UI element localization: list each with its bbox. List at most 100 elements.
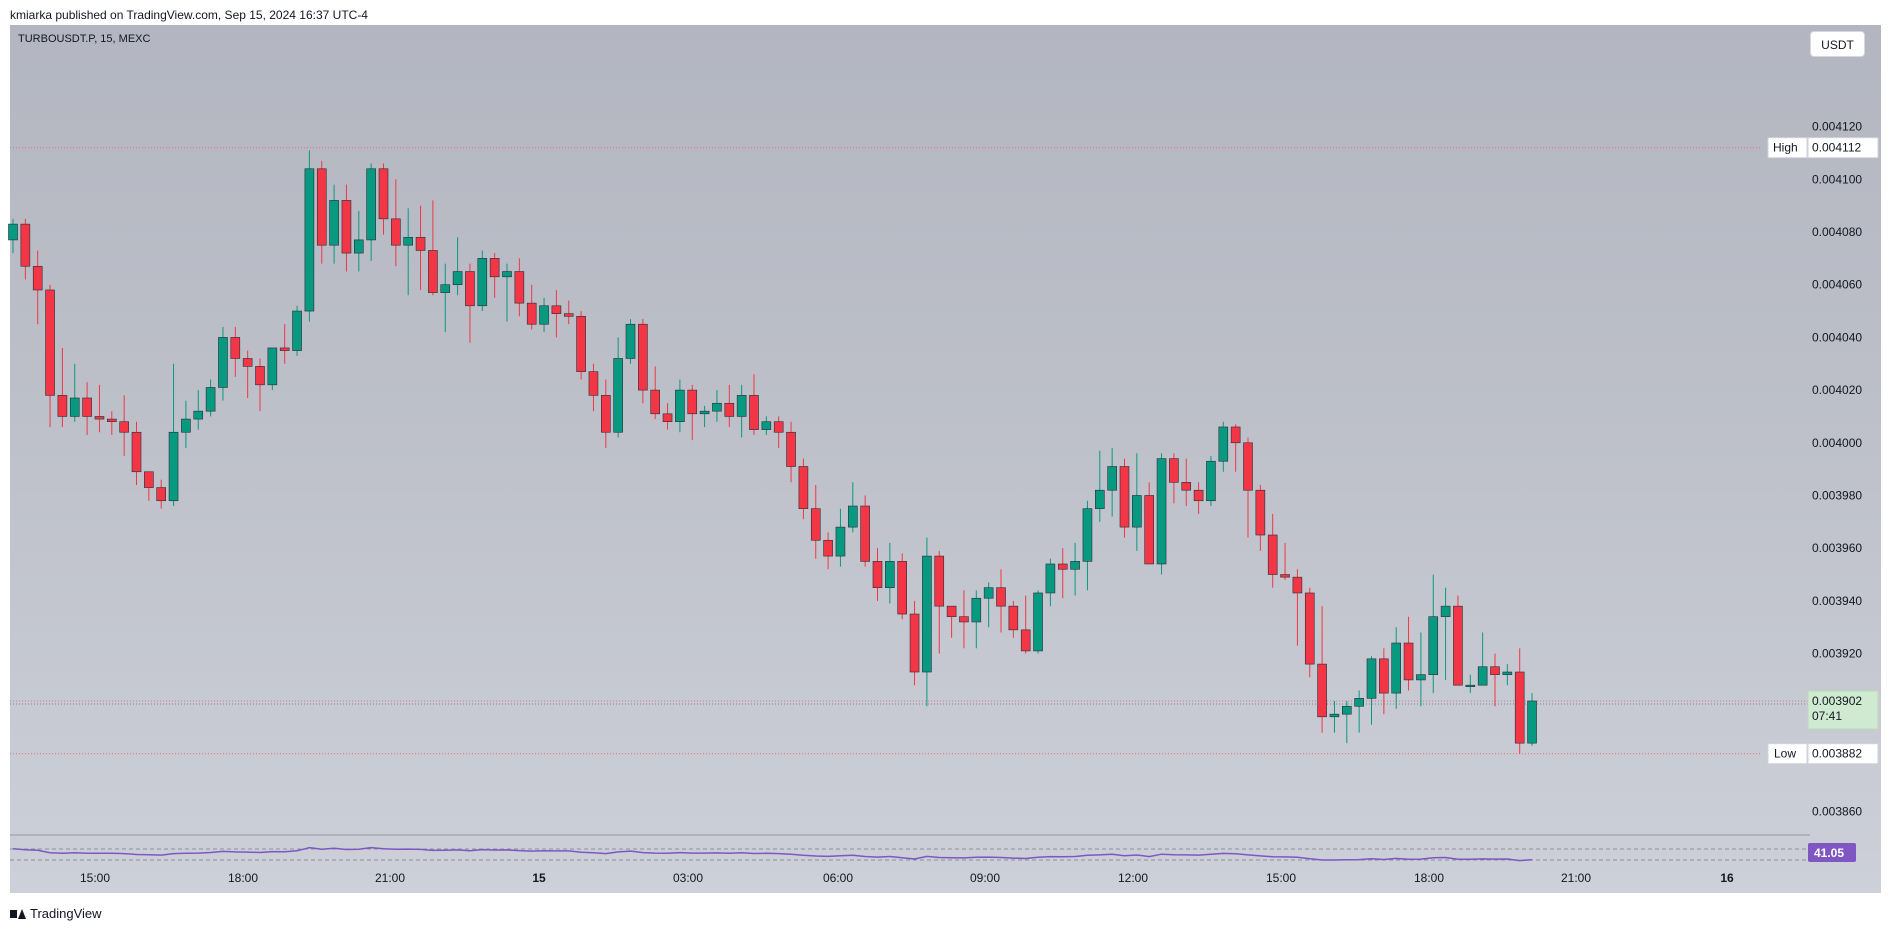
candle: [1440, 587, 1451, 680]
last-price-countdown: 07:41: [1812, 709, 1842, 723]
candle: [823, 532, 833, 570]
candle: [267, 347, 278, 391]
candle-body: [94, 416, 105, 420]
candle: [1008, 600, 1019, 638]
y-tick-label: 0.004080: [1812, 225, 1862, 239]
candle: [996, 569, 1006, 633]
candle: [193, 390, 204, 430]
candle: [205, 379, 216, 417]
candle: [230, 326, 241, 377]
candle: [1329, 700, 1340, 733]
candle-body: [1292, 576, 1303, 594]
low-label: Low: [1774, 747, 1796, 761]
candle: [699, 405, 710, 427]
candle-body: [181, 418, 191, 433]
y-tick-label: 0.003920: [1812, 647, 1862, 661]
candle: [156, 479, 166, 509]
candle: [1477, 632, 1488, 686]
y-tick-label: 0.004100: [1812, 172, 1862, 186]
candle-body: [1527, 700, 1537, 744]
y-tick-label: 0.003960: [1812, 541, 1862, 555]
candle-body: [687, 389, 698, 415]
candle-body: [477, 258, 488, 307]
candle: [1267, 513, 1278, 588]
candle-body: [1391, 642, 1401, 694]
candle-body: [996, 587, 1006, 607]
candle: [1453, 595, 1463, 686]
candle-body: [403, 236, 414, 246]
candle-body: [1329, 713, 1340, 718]
candle: [983, 582, 994, 628]
candle-body: [415, 236, 426, 251]
high-label: High: [1773, 141, 1798, 155]
candle: [1230, 424, 1241, 472]
symbol-label[interactable]: TURBOUSDT.P, 15, MEXC: [18, 33, 151, 45]
x-tick-label: 15:00: [80, 871, 110, 885]
candle: [465, 263, 475, 343]
candle: [638, 318, 648, 404]
candle: [1156, 453, 1167, 575]
candle-body: [316, 168, 327, 246]
candle-body: [847, 505, 858, 528]
candle: [1020, 595, 1031, 654]
candle-body: [1366, 658, 1377, 699]
candle: [613, 337, 623, 438]
candle: [1243, 437, 1253, 538]
candle: [1403, 616, 1414, 691]
candle-body: [761, 421, 772, 430]
candle-body: [1045, 563, 1056, 594]
low-label-box: [1767, 743, 1808, 765]
y-tick-label: 0.003980: [1812, 488, 1862, 502]
candle: [45, 284, 55, 427]
candle: [1342, 700, 1352, 744]
candle: [810, 484, 821, 559]
candle-body: [897, 561, 908, 615]
candle: [119, 395, 129, 456]
candle-body: [428, 250, 438, 293]
candle-body: [650, 389, 661, 415]
candle: [1379, 648, 1389, 715]
candle-body: [119, 421, 129, 433]
candle: [1193, 482, 1204, 514]
candle: [600, 379, 611, 449]
candle-body: [304, 168, 315, 312]
candle: [736, 384, 747, 438]
candle-body: [230, 337, 241, 359]
candle-body: [675, 389, 685, 423]
candle: [946, 605, 957, 638]
candle: [1082, 500, 1093, 591]
candle-body: [1020, 629, 1031, 652]
candle-body: [1095, 489, 1105, 509]
candle-body: [1057, 563, 1068, 570]
currency-button[interactable]: USDT: [1810, 31, 1865, 57]
candle: [8, 218, 18, 254]
rsi-line: [12, 846, 1533, 862]
candle: [353, 210, 364, 272]
y-tick-label: 0.004000: [1812, 436, 1862, 450]
candle-body: [749, 395, 759, 430]
tradingview-logo[interactable]: TradingView: [10, 906, 102, 921]
candle-body: [156, 487, 166, 502]
candle-body: [341, 200, 352, 254]
candle: [922, 537, 932, 707]
candle-body: [638, 323, 648, 391]
candle: [415, 205, 426, 290]
candle-body: [1502, 671, 1513, 675]
candle: [687, 384, 698, 441]
candle: [576, 311, 586, 380]
candle-body: [255, 366, 265, 386]
candle-body: [378, 168, 389, 220]
candle-body: [600, 395, 611, 433]
candle-body: [798, 466, 809, 509]
candle: [588, 363, 599, 412]
candle: [1119, 458, 1130, 538]
x-tick-label: 18:00: [228, 871, 258, 885]
candle: [329, 184, 339, 264]
candle: [181, 400, 191, 449]
candle-body: [1304, 592, 1315, 665]
candle-body: [1453, 605, 1463, 686]
candle: [218, 326, 228, 401]
candle: [514, 258, 525, 317]
candle: [1057, 548, 1068, 599]
